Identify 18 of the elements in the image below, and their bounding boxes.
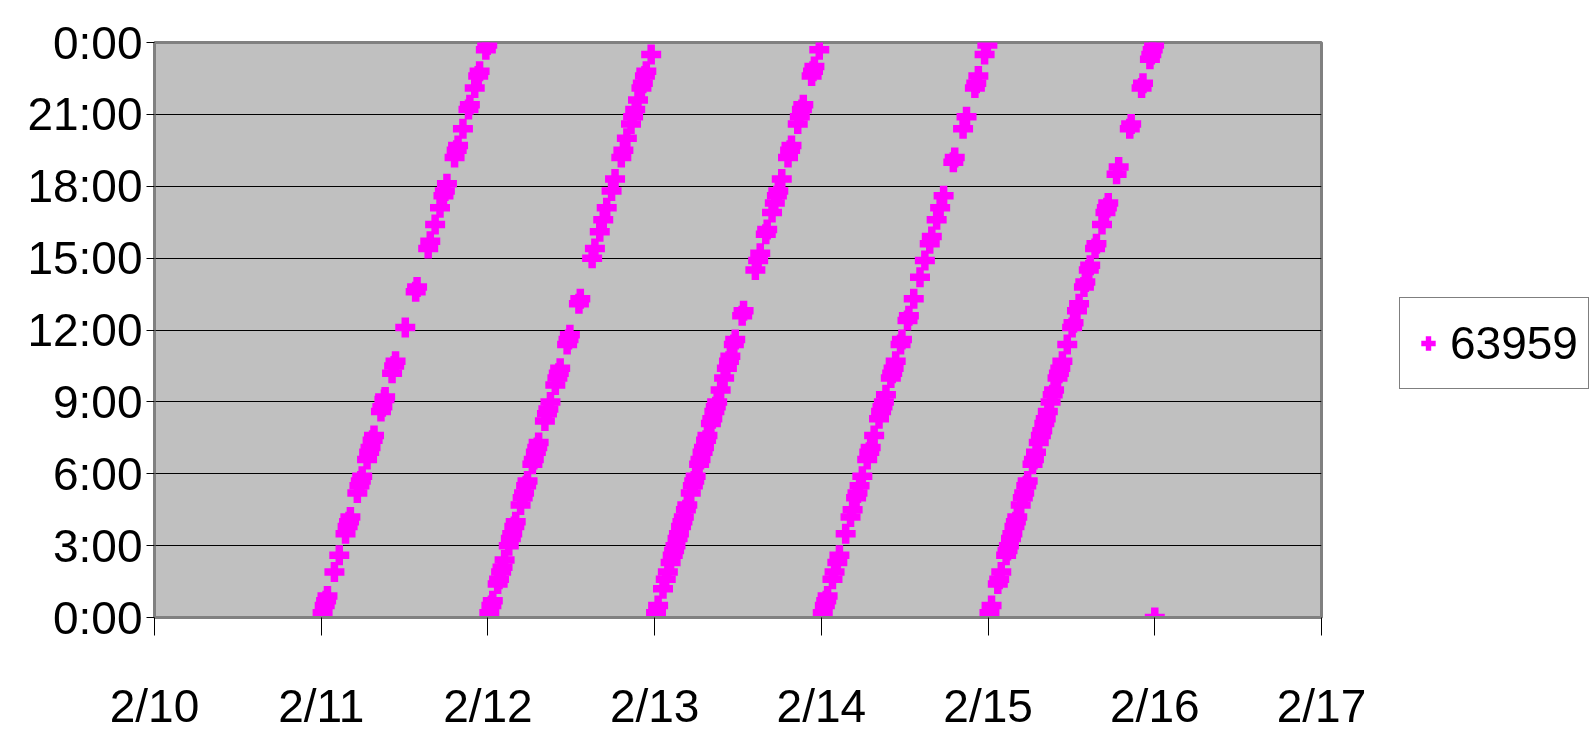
x-tick-label: 2/12: [443, 679, 533, 732]
y-tick-label: 3:00: [52, 519, 143, 572]
legend-label: 63959: [1450, 316, 1578, 370]
y-tick-label: 9:00: [52, 375, 143, 428]
y-tick-label: 21:00: [27, 88, 143, 141]
x-tick-label: 2/15: [943, 679, 1033, 732]
y-tick-label: 6:00: [52, 447, 143, 500]
y-tick-label: 18:00: [27, 160, 143, 213]
x-tick-label: 2/16: [1110, 679, 1200, 732]
x-tick-label: 2/11: [278, 679, 365, 732]
x-tick-label: 2/14: [776, 679, 867, 732]
y-tick-label: 12:00: [27, 304, 143, 356]
x-tick-label: 2/17: [1276, 679, 1367, 732]
y-tick-label: 0:00: [52, 591, 143, 644]
x-tick-label: 2/10: [109, 679, 200, 732]
y-tick-label: 0:00: [52, 16, 143, 69]
y-tick-label: 15:00: [27, 232, 143, 285]
x-tick-label: 2/13: [609, 679, 700, 732]
